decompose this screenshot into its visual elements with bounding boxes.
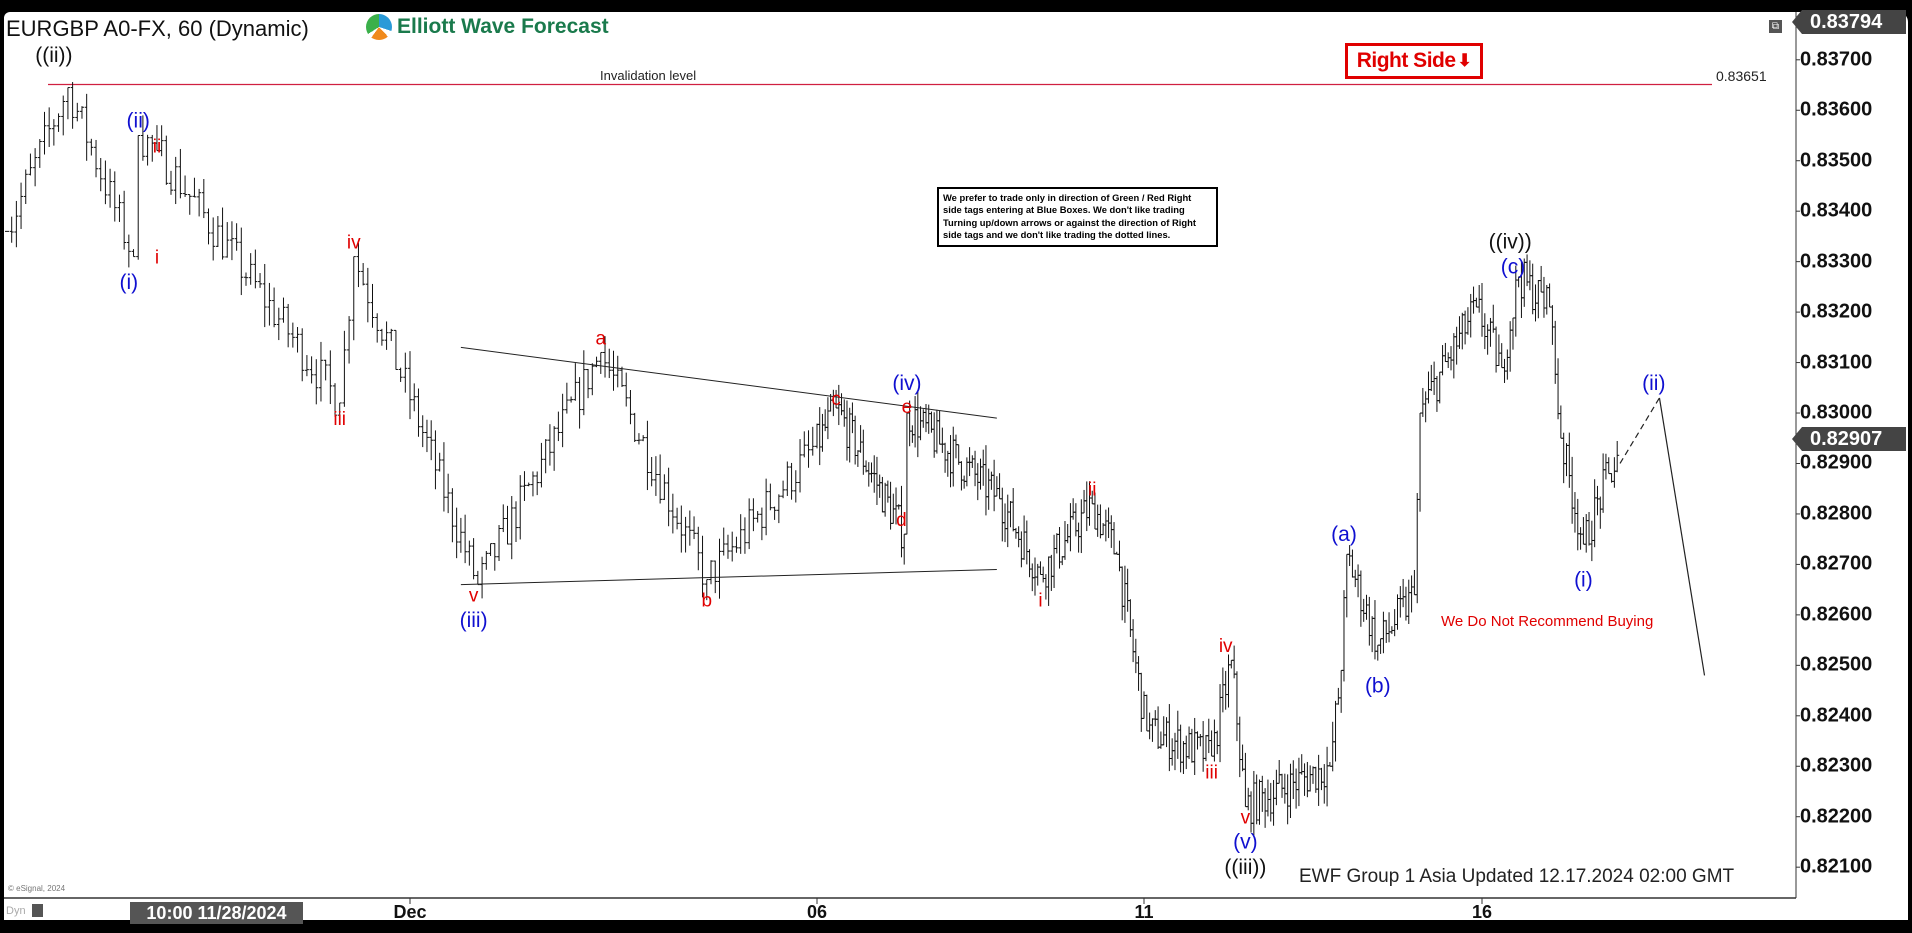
wave-label: i [155,248,159,269]
wave-label: ((iii)) [1224,856,1266,879]
wave-label: d [896,510,907,531]
wave-label: v [469,586,479,607]
wave-label: (ii) [127,109,150,132]
wave-label: ii [153,137,161,158]
price-tick-label: 0.82700 [1800,552,1873,575]
wave-label: (a) [1331,523,1357,546]
chart-window [4,12,1908,920]
price-tick-label: 0.82300 [1800,754,1873,777]
brand-name: Elliott Wave Forecast [397,15,609,38]
wave-label: (b) [1365,675,1391,698]
invalidation-label: Invalidation level [600,68,697,83]
triangle-lower-line [460,568,997,586]
projection-solid-line [1658,397,1706,676]
price-tick-label: 0.83400 [1800,199,1873,222]
time-tick-label: 06 [806,902,828,922]
wave-label: iv [347,232,361,253]
price-tick-label: 0.83500 [1800,149,1873,172]
wave-label: (iv) [892,372,921,395]
wave-label: c [831,389,841,410]
time-tick-label: Dec [393,902,427,922]
price-tick-label: 0.83600 [1800,98,1873,121]
recommendation-text: We Do Not Recommend Buying [1441,613,1654,630]
price-tick-label: 0.82900 [1800,451,1873,474]
price-tick-label: 0.83000 [1800,401,1873,424]
price-tick-label: 0.82200 [1800,805,1873,828]
disclaimer-box: We prefer to trade only in direction of … [937,187,1218,247]
updated-stamp: EWF Group 1 Asia Updated 12.17.2024 02:0… [1299,866,1735,887]
price-tick-label: 0.82100 [1800,855,1873,878]
wave-label: iv [1219,636,1233,657]
wave-label: iii [1205,762,1218,783]
wave-label: (i) [120,271,139,294]
price-tick-label: 0.82400 [1800,704,1873,727]
invalidation-value: 0.83651 [1716,68,1767,84]
triangle-upper-line [460,346,997,419]
last-price-tag: 0.82907 [1792,427,1906,451]
price-tick-label: 0.82500 [1800,653,1873,676]
arrow-down-icon: ⬇ [1457,51,1472,70]
dyn-label: Dyn [6,905,26,917]
high-price-tag: 0.83794 [1792,10,1906,34]
price-tick-label: 0.83100 [1800,351,1873,374]
time-tick-label: 11 [1134,902,1154,922]
wave-label: i [1038,591,1042,612]
wave-label: ((iv)) [1489,230,1532,253]
wave-label: (iii) [460,609,488,632]
price-tick-label: 0.82600 [1800,603,1873,626]
wave-label: ii [1088,480,1096,501]
right-side-label: Right Side [1356,49,1456,72]
right-side-tag: Right Side ⬇ [1345,43,1483,79]
price-tick-label: 0.83200 [1800,300,1873,323]
price-tick-label: 0.82800 [1800,502,1873,525]
wave-label: (i) [1574,569,1593,592]
projection-dashed-line [1619,397,1660,464]
wave-label: (c) [1501,255,1526,278]
brand-logo-icon [366,14,392,40]
time-start-label: 10:00 11/28/2024 [130,902,303,924]
time-tick-label: 16 [1471,902,1493,922]
wave-label: iii [333,409,346,430]
brand-logo: Elliott Wave Forecast [366,14,609,40]
window-restore-icon[interactable]: ⧉ [1769,20,1782,33]
wave-label: ((ii)) [35,44,72,67]
dyn-toggle[interactable] [32,904,43,917]
wave-label: a [595,328,606,349]
copyright: © eSignal, 2024 [8,884,66,893]
price-tick-label: 0.83700 [1800,48,1873,71]
wave-label: b [701,591,712,612]
wave-label: e [902,397,913,418]
wave-label: (v) [1233,831,1258,854]
price-tick-label: 0.83300 [1800,250,1873,273]
wave-label: (ii) [1642,372,1665,395]
symbol-title: EURGBP A0-FX, 60 (Dynamic) [6,16,309,41]
wave-label: v [1241,808,1251,829]
